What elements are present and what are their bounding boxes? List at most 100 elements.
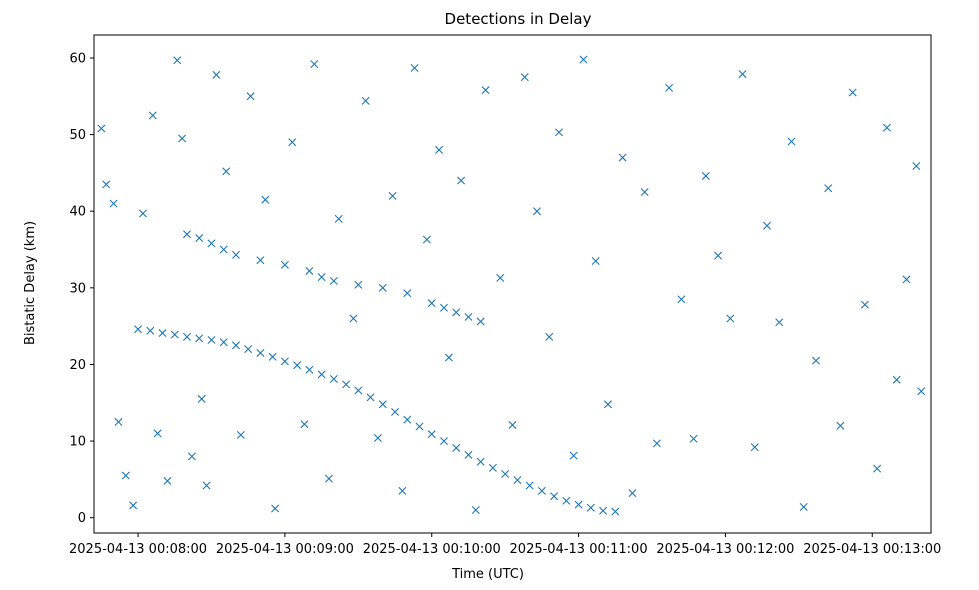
data-point [403, 289, 412, 298]
data-point [520, 73, 529, 82]
data-point [435, 145, 444, 154]
data-point [836, 421, 845, 430]
data-point [726, 314, 735, 323]
data-point [261, 195, 270, 204]
plot-frame [93, 34, 932, 534]
data-point [574, 500, 583, 509]
data-point [244, 345, 253, 354]
data-point [444, 353, 453, 362]
data-point [917, 387, 926, 396]
data-point [545, 332, 554, 341]
data-point [187, 452, 196, 461]
data-point [300, 420, 309, 429]
data-point [173, 56, 182, 65]
data-point [222, 167, 231, 176]
data-point [153, 429, 162, 438]
data-point [618, 153, 627, 162]
data-point [305, 365, 314, 374]
data-point [134, 325, 143, 334]
x-tick-label: 2025-04-13 00:09:00 [216, 542, 354, 557]
data-point [481, 86, 490, 95]
y-axis-label: Bistatic Delay (km) [23, 221, 38, 345]
data-point [334, 214, 343, 223]
data-point [388, 191, 397, 200]
data-point [403, 415, 412, 424]
data-point [550, 492, 559, 501]
data-point [591, 257, 600, 266]
data-point [197, 394, 206, 403]
data-point [256, 348, 265, 357]
data-point [501, 470, 510, 478]
data-point [439, 437, 448, 446]
data-point [207, 239, 216, 248]
data-point [378, 400, 387, 409]
data-point [689, 434, 698, 443]
data-point [202, 481, 211, 490]
data-point [305, 266, 314, 275]
data-point [628, 489, 637, 498]
data-point [391, 407, 400, 416]
data-point [231, 341, 240, 350]
data-point [195, 334, 204, 343]
y-tick-label: 50 [69, 128, 86, 143]
data-point [569, 451, 578, 460]
data-point [280, 260, 289, 269]
data-point [207, 335, 216, 344]
x-tick-label: 2025-04-13 00:11:00 [510, 542, 648, 557]
data-point [361, 96, 370, 105]
data-point [246, 92, 255, 101]
data-point [410, 63, 419, 72]
data-point [354, 280, 363, 289]
y-tick-label: 30 [69, 281, 86, 296]
data-point [219, 338, 228, 347]
data-point [427, 430, 436, 439]
data-point [219, 245, 228, 254]
data-point [677, 295, 686, 304]
data-point [452, 443, 461, 452]
data-point [562, 496, 571, 505]
x-tick-label: 2025-04-13 00:12:00 [656, 542, 794, 557]
data-point [102, 180, 111, 189]
y-tick-label: 60 [69, 51, 86, 66]
data-point [912, 162, 921, 171]
data-point [714, 251, 723, 260]
data-point [873, 464, 882, 473]
data-point [317, 370, 326, 379]
data-point [158, 329, 167, 338]
data-point [324, 474, 333, 483]
chart-title: Detections in Delay [445, 10, 592, 28]
data-point [236, 430, 245, 439]
data-point [763, 221, 772, 230]
data-point [476, 457, 485, 466]
data-point [170, 330, 179, 339]
data-point [138, 209, 147, 218]
data-point [701, 171, 710, 180]
data-point [109, 199, 118, 208]
x-tick-label: 2025-04-13 00:08:00 [69, 542, 207, 557]
data-point [317, 273, 326, 282]
data-point [476, 317, 485, 326]
data-point [902, 275, 911, 284]
data-point [310, 60, 319, 69]
data-point [439, 303, 448, 312]
data-point [163, 476, 172, 485]
data-point [329, 276, 338, 285]
data-point [195, 234, 204, 243]
data-point [378, 283, 387, 292]
x-axis-label: Time (UTC) [451, 567, 524, 582]
y-tick-label: 10 [69, 435, 86, 450]
data-point [750, 443, 759, 452]
y-tick-label: 20 [69, 358, 86, 373]
data-point [848, 88, 857, 97]
data-point [427, 299, 436, 308]
data-point [471, 506, 480, 515]
data-point [488, 463, 497, 472]
data-point [146, 326, 155, 335]
data-point [342, 380, 351, 389]
data-point [508, 420, 517, 429]
x-tick-label: 2025-04-13 00:13:00 [803, 542, 941, 557]
data-point [824, 184, 833, 193]
data-point [513, 476, 522, 485]
data-point [398, 486, 407, 495]
